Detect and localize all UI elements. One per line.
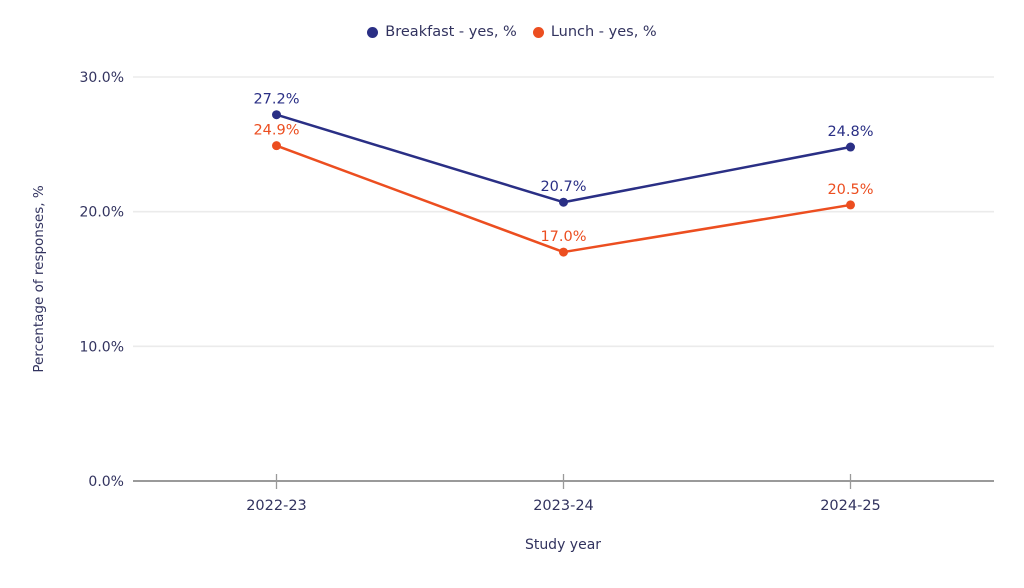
data-point[interactable]: [846, 142, 855, 152]
data-label: 20.7%: [540, 179, 586, 195]
data-point[interactable]: [559, 197, 568, 207]
data-point[interactable]: [846, 200, 855, 210]
legend-item[interactable]: Lunch - yes, %: [532, 24, 657, 40]
series: 27.2% 20.7% 24.8% 24.9% 17.0% 20.5%: [253, 92, 874, 257]
data-label: 24.9%: [253, 123, 299, 139]
data-point[interactable]: [272, 110, 281, 120]
axes: 0.0% 10.0% 20.0% 30.0% 2022-23 2023-24 2024-25: [80, 70, 994, 514]
y-tick-label: 30.0%: [80, 70, 124, 86]
data-point[interactable]: [559, 247, 568, 257]
data-label: 27.2%: [253, 92, 299, 108]
y-tick-label: 20.0%: [80, 205, 124, 221]
x-axis-title: Study year: [525, 537, 601, 553]
data-label: 20.5%: [827, 182, 873, 198]
x-tick-label: 2024-25: [820, 498, 881, 514]
data-point[interactable]: [272, 141, 281, 151]
legend-dot-icon: [532, 26, 544, 38]
x-tick-label: 2023-24: [533, 498, 594, 514]
y-tick-label: 10.0%: [80, 339, 124, 355]
legend-label: Breakfast - yes, %: [385, 24, 517, 40]
legend-item[interactable]: Breakfast - yes, %: [367, 25, 517, 40]
x-tick-label: 2022-23: [246, 498, 307, 514]
gridlines: [133, 76, 994, 348]
legend-label: Lunch - yes, %: [550, 24, 657, 40]
chart-legend: Breakfast - yes, % Lunch - yes, %: [0, 25, 1024, 40]
data-label: 17.0%: [540, 229, 586, 245]
legend-dot-icon: [367, 26, 379, 38]
y-tick-label: 0.0%: [88, 474, 124, 490]
y-axis-title: Percentage of responses, %: [31, 185, 47, 372]
data-label: 24.8%: [827, 124, 873, 140]
